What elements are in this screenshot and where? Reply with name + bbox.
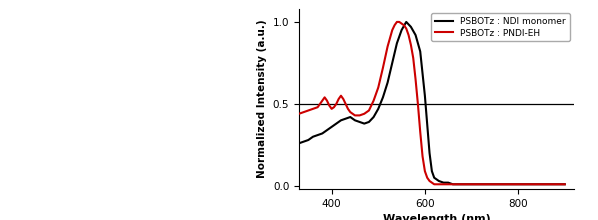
Y-axis label: Normalized Intensity (a.u.): Normalized Intensity (a.u.)	[257, 20, 267, 178]
X-axis label: Wavelength (nm): Wavelength (nm)	[383, 214, 490, 220]
Legend: PSBOTz : NDI monomer, PSBOTz : PNDI-EH: PSBOTz : NDI monomer, PSBOTz : PNDI-EH	[431, 13, 569, 41]
